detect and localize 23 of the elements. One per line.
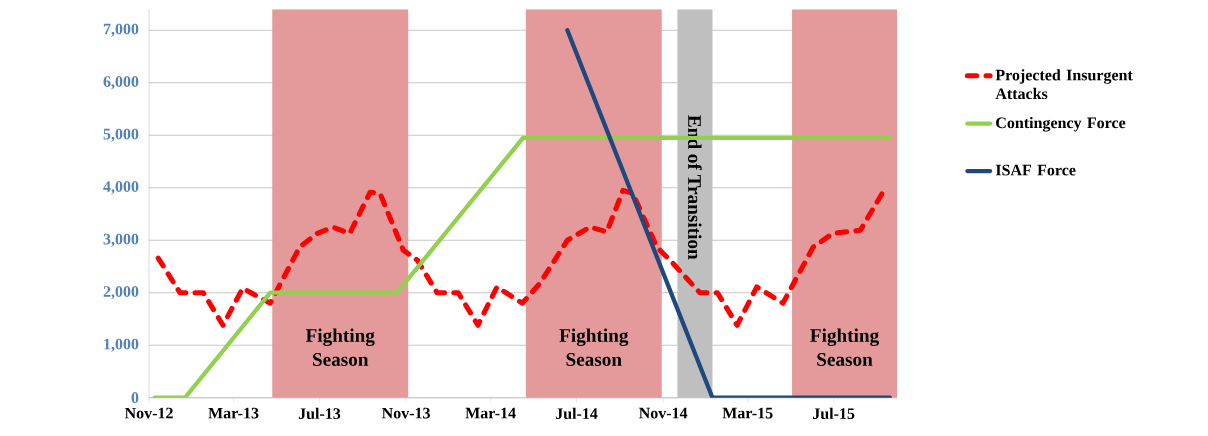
legend-label: Contingency Force — [996, 116, 1126, 132]
band-label: Fighting Season — [305, 328, 375, 366]
x-tick-label: Jul-14 — [555, 407, 598, 420]
x-tick-label: Jul-15 — [812, 407, 855, 420]
x-tick-label: Nov-12 — [124, 407, 173, 419]
y-tick-label: 1,000 — [104, 338, 139, 352]
y-tick-label: 3,000 — [103, 233, 139, 247]
legend-label: ISAF Force — [995, 164, 1076, 176]
y-tick-label: 7,000 — [103, 23, 139, 37]
x-tick-label: Jul-13 — [298, 407, 341, 420]
band-label: Fighting Season — [810, 328, 880, 366]
x-tick-label: Mar-15 — [722, 407, 773, 419]
y-tick-label: 6,000 — [103, 76, 139, 90]
y-tick-label: 0 — [131, 392, 139, 404]
y-tick-label: 2,000 — [103, 286, 139, 300]
x-tick-label: Nov-14 — [639, 407, 688, 419]
y-tick-label: 4,000 — [103, 181, 139, 195]
x-tick-label: Mar-14 — [465, 407, 516, 419]
x-tick-label: Mar-13 — [208, 407, 259, 419]
band-label: Fighting Season — [559, 328, 629, 366]
y-tick-label: 5,000 — [103, 128, 139, 142]
x-tick-label: Nov-13 — [381, 407, 430, 419]
legend-label: Projected Insurgent Attacks — [995, 69, 1133, 100]
